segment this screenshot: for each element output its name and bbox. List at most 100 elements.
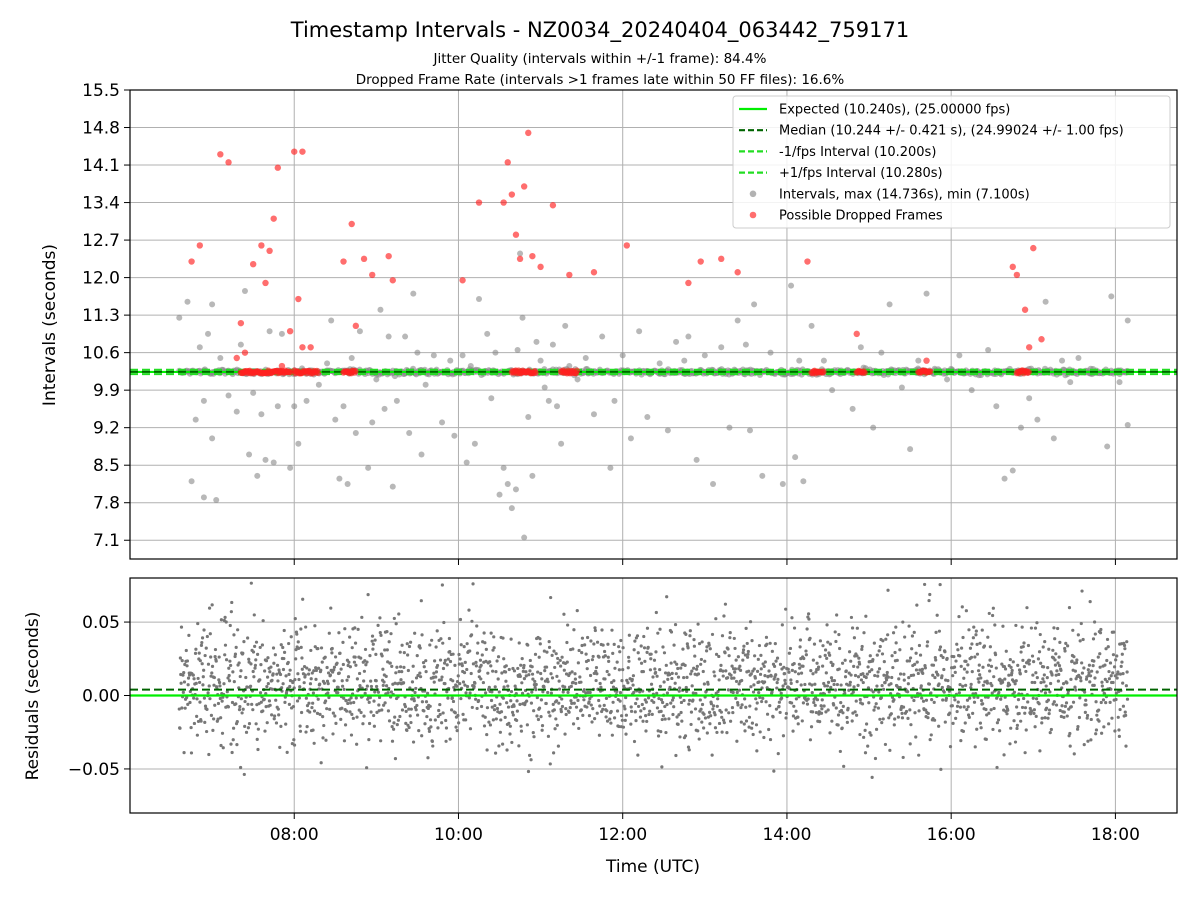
residual-point xyxy=(474,697,478,701)
residual-point xyxy=(200,636,205,640)
dropped-point xyxy=(590,269,598,276)
interval-point xyxy=(406,430,413,437)
residual-point xyxy=(355,677,359,681)
residual-point xyxy=(1030,680,1034,685)
residual-point xyxy=(456,713,460,718)
residual-point xyxy=(213,655,217,659)
dropped-point xyxy=(286,328,294,335)
residual-point xyxy=(508,724,512,728)
residual-point xyxy=(1063,649,1067,653)
residual-point xyxy=(372,713,376,718)
dropped-point xyxy=(549,202,557,209)
residual-point xyxy=(209,713,214,717)
residual-point xyxy=(882,660,886,664)
residual-point xyxy=(826,708,830,712)
residual-point xyxy=(388,661,392,665)
residual-point xyxy=(639,709,643,713)
residual-point xyxy=(826,640,830,644)
residual-point xyxy=(747,669,751,673)
interval-point xyxy=(373,376,380,383)
residual-point xyxy=(751,732,755,737)
residual-point xyxy=(757,690,761,695)
x-tick-label: 10:00 xyxy=(434,825,483,845)
residual-point xyxy=(1062,715,1066,719)
residual-point xyxy=(234,702,238,706)
residual-point xyxy=(830,679,834,683)
residual-point xyxy=(1025,606,1029,610)
residual-point xyxy=(1107,669,1111,674)
residual-point xyxy=(212,675,216,680)
residual-point xyxy=(904,709,909,714)
residual-point xyxy=(832,682,836,687)
residual-point xyxy=(789,701,794,705)
residual-point xyxy=(762,664,766,669)
residual-point xyxy=(1039,680,1043,685)
residual-point xyxy=(937,724,941,728)
residual-point xyxy=(345,678,349,682)
residual-point xyxy=(692,666,696,670)
residual-point xyxy=(311,728,315,732)
residual-point xyxy=(382,703,386,707)
residual-point xyxy=(883,742,888,747)
residual-point xyxy=(285,750,289,754)
residual-point xyxy=(772,677,776,681)
residual-point xyxy=(874,727,879,731)
interval-point xyxy=(209,301,216,308)
residual-point xyxy=(299,645,303,649)
residual-point xyxy=(689,672,693,676)
residual-point xyxy=(261,619,265,623)
residual-point xyxy=(701,669,705,674)
residual-point xyxy=(217,678,221,682)
residual-point xyxy=(992,706,996,711)
residual-point xyxy=(226,676,230,680)
residual-point xyxy=(343,627,347,631)
residual-point xyxy=(434,670,439,674)
residual-point xyxy=(1111,680,1115,685)
residual-point xyxy=(662,680,666,684)
residual-point xyxy=(709,702,713,706)
residual-point xyxy=(781,734,786,738)
residual-point xyxy=(966,713,971,717)
residual-point xyxy=(543,669,547,673)
residual-point xyxy=(985,713,989,717)
residual-point xyxy=(770,649,774,653)
residual-point xyxy=(754,697,758,701)
interval-point xyxy=(644,413,651,420)
residual-point xyxy=(185,664,189,668)
residual-point xyxy=(472,684,476,689)
residual-point xyxy=(623,707,627,711)
residual-point xyxy=(277,668,281,672)
residual-point xyxy=(794,709,798,713)
residual-point xyxy=(544,701,548,706)
residual-point xyxy=(838,749,842,754)
residual-point xyxy=(840,661,845,665)
residual-point xyxy=(775,656,780,660)
residual-point xyxy=(586,635,590,640)
interval-point xyxy=(295,440,302,447)
residual-point xyxy=(474,660,478,664)
residual-point xyxy=(856,665,860,669)
residual-point xyxy=(621,725,626,729)
residual-point xyxy=(1009,726,1013,730)
residual-point xyxy=(188,700,192,705)
residual-point xyxy=(441,711,445,715)
residual-point xyxy=(220,731,225,735)
residual-point xyxy=(431,744,435,748)
interval-point xyxy=(636,328,643,335)
interval-point xyxy=(1042,298,1049,305)
residual-point xyxy=(864,614,868,618)
residual-point xyxy=(817,712,821,716)
residual-point xyxy=(597,733,602,737)
residual-point xyxy=(741,658,745,662)
residual-point xyxy=(332,679,336,683)
residual-point xyxy=(447,636,451,641)
residual-point xyxy=(547,710,551,714)
residual-point xyxy=(276,707,280,711)
residual-point xyxy=(178,726,182,730)
residual-point xyxy=(212,717,216,721)
residual-point xyxy=(1113,674,1117,678)
residual-point xyxy=(1117,734,1121,738)
residual-point xyxy=(463,660,467,665)
residual-point xyxy=(889,682,893,686)
residual-point xyxy=(283,700,287,704)
